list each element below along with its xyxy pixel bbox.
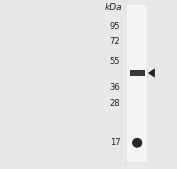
Bar bbox=[130, 70, 145, 76]
Text: 95: 95 bbox=[110, 22, 120, 31]
Text: 36: 36 bbox=[110, 83, 120, 92]
Text: 28: 28 bbox=[110, 99, 120, 108]
Text: 72: 72 bbox=[110, 37, 120, 46]
Text: 17: 17 bbox=[110, 138, 120, 147]
Bar bbox=[127, 5, 147, 162]
Text: 55: 55 bbox=[110, 57, 120, 66]
Text: kDa: kDa bbox=[104, 3, 122, 12]
Polygon shape bbox=[148, 68, 155, 78]
Circle shape bbox=[133, 139, 142, 147]
